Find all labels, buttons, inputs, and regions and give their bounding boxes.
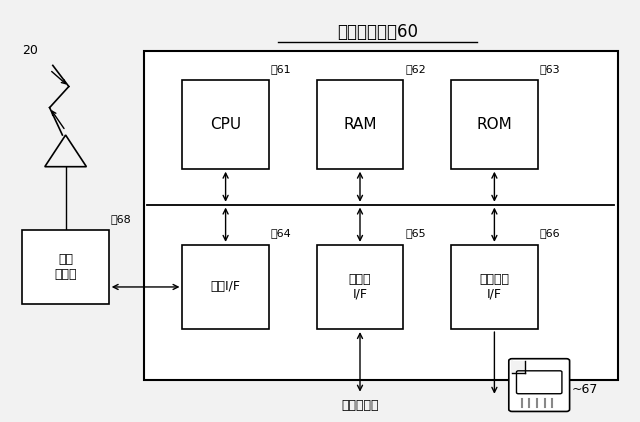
Bar — [182, 80, 269, 169]
FancyBboxPatch shape — [516, 371, 562, 394]
Text: コンピュータ60: コンピュータ60 — [337, 23, 418, 41]
Text: ~67: ~67 — [572, 384, 598, 396]
Bar — [144, 51, 618, 380]
Bar — [512, 361, 525, 373]
FancyBboxPatch shape — [509, 359, 570, 411]
Bar — [451, 245, 538, 329]
Text: 20: 20 — [22, 44, 38, 57]
Bar — [451, 80, 538, 169]
Bar — [182, 245, 269, 329]
Text: ⎸63: ⎸63 — [540, 64, 560, 74]
Text: CPU: CPU — [210, 117, 241, 132]
Bar — [317, 245, 403, 329]
Text: ⎸62: ⎸62 — [405, 64, 426, 74]
Text: RAM: RAM — [343, 117, 377, 132]
Text: 入出力
I/F: 入出力 I/F — [349, 273, 371, 301]
Text: 無線
通信機: 無線 通信機 — [54, 253, 77, 281]
Text: ⎸65: ⎸65 — [405, 228, 426, 238]
Text: ROM: ROM — [477, 117, 512, 132]
Text: ⎸61: ⎸61 — [271, 64, 291, 74]
Bar — [22, 230, 109, 304]
Bar — [317, 80, 403, 169]
Text: ⎸68: ⎸68 — [111, 214, 131, 224]
Text: 通信I/F: 通信I/F — [211, 281, 241, 293]
Text: ⎸64: ⎸64 — [271, 228, 291, 238]
Text: メディア
I/F: メディア I/F — [479, 273, 509, 301]
Text: ⎸66: ⎸66 — [540, 228, 560, 238]
Text: 入出力装置: 入出力装置 — [341, 399, 379, 412]
